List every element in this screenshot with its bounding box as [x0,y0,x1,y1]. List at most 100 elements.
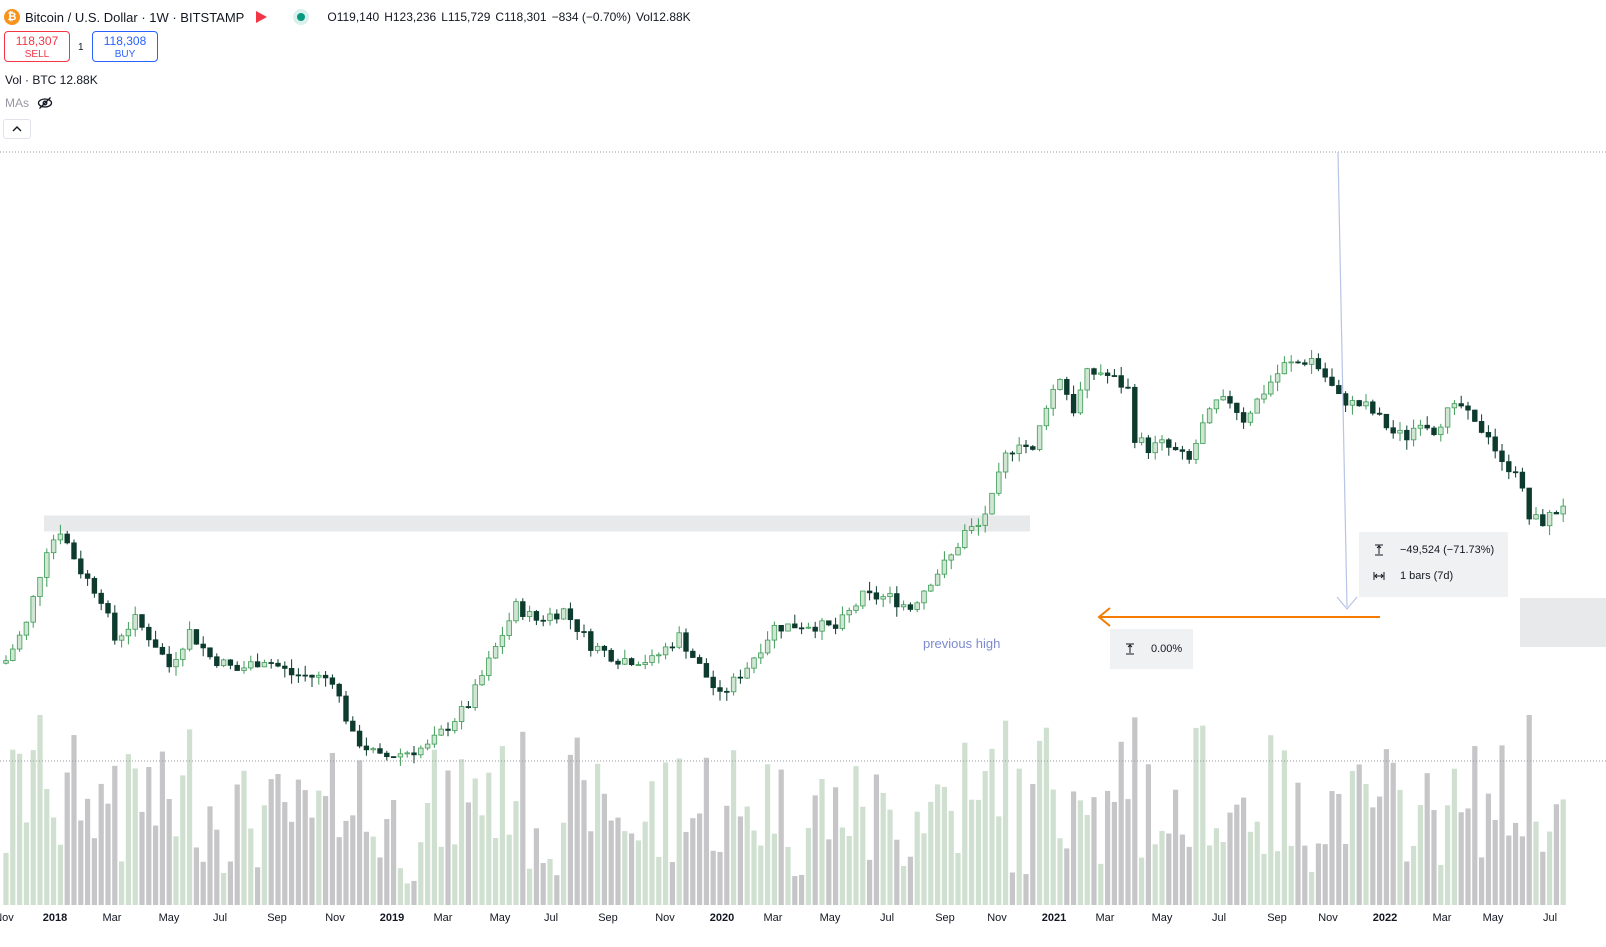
volume-bar [608,820,614,905]
candle [173,651,179,676]
candle [622,649,628,666]
eye-hidden-icon[interactable] [37,96,53,110]
volume-bar [200,861,206,905]
candlesticks [3,350,1566,766]
candle [1064,376,1070,401]
candle [10,644,16,662]
candle [418,745,424,759]
candle [438,725,444,737]
volume-bar [1322,844,1328,905]
candle [241,660,247,674]
volume-bar [1560,799,1566,905]
candle [900,600,907,611]
candle [1288,355,1294,372]
ohlc-close: C118,301 [495,10,547,24]
candle [193,629,200,645]
volume-bar [207,806,213,905]
candle [533,609,540,626]
candle [84,570,91,586]
volume-bar [1465,808,1471,905]
volume-bar [1479,857,1485,905]
candle [758,643,764,665]
symbol-title: Bitcoin / U.S. Dollar · 1W · BITSTAMP [25,9,245,25]
volume-bar [1445,805,1451,905]
symbol-legend[interactable]: ₿ Bitcoin / U.S. Dollar · 1W · BITSTAMP … [4,6,696,28]
candle [411,746,417,764]
previous-high-label[interactable]: previous high [923,636,1001,651]
volume-bar [1397,789,1403,905]
volume-bar [1349,770,1355,905]
candle [1533,507,1539,520]
volume-bar [91,838,97,905]
candle [839,606,846,631]
candle [1240,407,1247,429]
candle [1424,416,1430,431]
volume-bar [193,847,199,905]
candle [764,631,771,656]
candle [125,622,132,645]
trade-quantity[interactable]: 1 [78,42,84,53]
candle [1159,434,1165,451]
volume-bar [1472,746,1478,905]
volume-bar [10,749,16,905]
volume-bar [710,850,716,905]
volume-bar [1411,845,1417,905]
candle [1417,419,1424,436]
candle [907,602,914,612]
volume-bar [1179,834,1185,905]
support-zone[interactable] [1520,598,1606,647]
volume-bar [1234,804,1240,905]
volume-bar [914,811,920,905]
volume-bar [547,858,553,905]
price-range-measure-box[interactable]: −49,524 (−71.73%) 1 bars (7d) [1359,532,1508,597]
volume-bar [1336,793,1342,905]
volume-bar [1207,845,1213,905]
x-tick-label: Nov [1318,912,1338,924]
candle [1084,367,1090,399]
ohlc-open: O119,140 [327,10,380,24]
volume-bar [778,769,784,905]
volume-bar [948,810,954,905]
volume-bar [357,760,363,905]
collapse-legend-button[interactable] [3,119,31,139]
volume-bar [765,764,771,905]
candle [1091,367,1097,380]
candle [690,648,696,658]
volume-bar [1356,764,1362,905]
volume-bar [1485,793,1491,905]
flag-icon[interactable] [256,11,268,23]
candle [1465,401,1471,420]
mas-legend[interactable]: MAs [5,96,53,110]
candle [1002,450,1009,479]
volume-legend[interactable]: Vol · BTC 12.88K [5,73,98,87]
candle [1077,381,1084,415]
candle [730,673,737,696]
candle [798,622,805,635]
x-tick-label: Sep [1267,912,1287,924]
volume-bar [635,840,641,905]
measure-line[interactable] [1337,151,1348,608]
candle [336,682,342,703]
volume-bar [805,827,811,905]
previous-high-zone[interactable] [44,515,1030,532]
volume-bar [520,731,526,905]
volume-bar [289,821,295,905]
sell-button[interactable]: 118,307 SELL [4,31,70,62]
candle [132,606,138,637]
volume-bar [1302,845,1308,905]
zero-range-measure-box[interactable]: 0.00% [1110,629,1193,669]
volume-bar [1145,764,1151,905]
volume-bar [112,765,118,905]
volume-bar [561,822,567,905]
candle [1546,510,1553,536]
x-tick-label: Mar [433,912,453,924]
volume-bar [119,861,125,905]
candle [397,748,404,766]
candle [1478,414,1485,434]
candle [200,636,206,657]
buy-price: 118,308 [103,34,147,48]
candle [37,576,43,606]
buy-button[interactable]: 118,308 BUY [92,31,158,62]
candle [254,653,261,668]
